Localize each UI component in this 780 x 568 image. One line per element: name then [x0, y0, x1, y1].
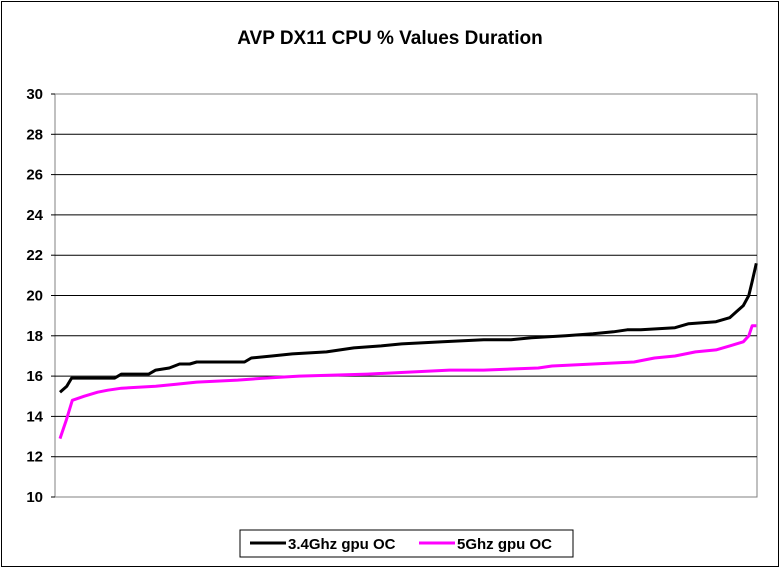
gridlines: [55, 133, 757, 458]
ytick-label-16: 16: [26, 368, 43, 385]
legend-label-3-4ghz: 3.4Ghz gpu OC: [288, 536, 396, 553]
legend-label-5ghz: 5Ghz gpu OC: [457, 536, 552, 553]
ytick-label-18: 18: [26, 328, 43, 345]
ytick-label-12: 12: [26, 449, 43, 466]
y-axis-ticks: 10 12 14 16 18 20 22 24 26 28 30: [26, 86, 55, 506]
ytick-label-24: 24: [26, 207, 43, 224]
ytick-label-26: 26: [26, 167, 43, 184]
legend: 3.4Ghz gpu OC 5Ghz gpu OC: [239, 529, 574, 558]
ytick-label-22: 22: [26, 247, 43, 264]
legend-box: [239, 529, 574, 558]
series-line-3-4ghz-gpu-oc: [59, 262, 758, 394]
ytick-label-20: 20: [26, 288, 43, 305]
chart-title: AVP DX11 CPU % Values Duration: [237, 28, 543, 49]
ytick-label-14: 14: [26, 408, 43, 425]
ytick-label-10: 10: [26, 489, 43, 506]
ytick-label-30: 30: [26, 86, 43, 103]
series-lines: [58, 262, 758, 440]
ytick-label-28: 28: [26, 126, 43, 143]
series-line-5ghz-gpu-oc: [58, 324, 757, 440]
